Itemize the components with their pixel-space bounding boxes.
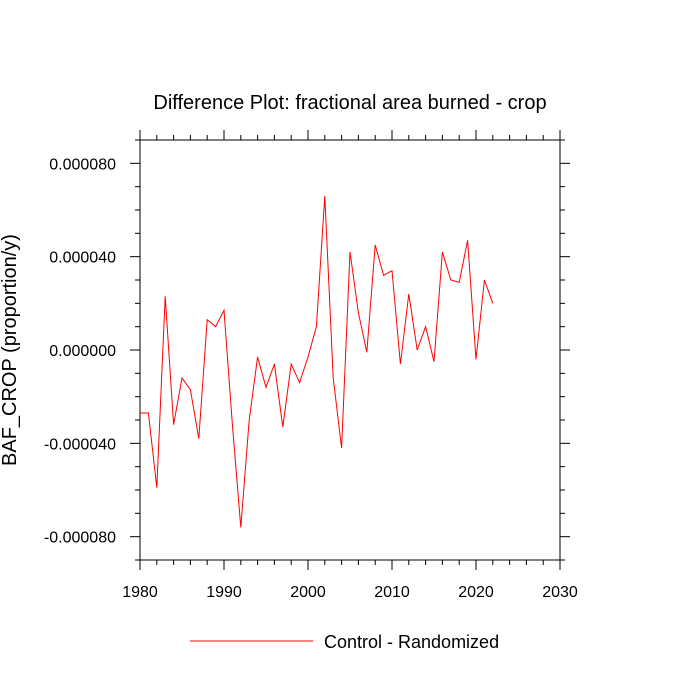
y-axis-label: BAF_CROP (proportion/y) <box>0 234 21 466</box>
y-tick-label: 0.000080 <box>49 156 116 173</box>
x-tick-label: 2030 <box>542 584 578 601</box>
x-tick-label: 2010 <box>374 584 410 601</box>
x-tick-label: 1990 <box>206 584 242 601</box>
y-tick-label: 0.000040 <box>49 250 116 267</box>
x-tick-label: 1980 <box>122 584 158 601</box>
x-axis: 1980 1990 2000 2010 2020 2030 <box>122 130 578 601</box>
y-tick-label: -0.000080 <box>44 530 116 547</box>
y-tick-label: -0.000040 <box>44 436 116 453</box>
series-line-control-randomized <box>140 195 494 528</box>
x-tick-label: 2000 <box>290 584 326 601</box>
y-axis: -0.000080 -0.000040 0.000000 0.000040 0.0000… <box>44 139 570 561</box>
x-tick-label: 2020 <box>458 584 494 601</box>
plot-frame <box>139 139 561 561</box>
chart-title: Difference Plot: fractional area burned … <box>153 92 546 114</box>
y-tick-label: 0.000000 <box>49 343 116 360</box>
series-layer <box>140 195 494 528</box>
legend: Control - Randomized <box>190 632 499 652</box>
legend-label: Control - Randomized <box>324 632 499 652</box>
